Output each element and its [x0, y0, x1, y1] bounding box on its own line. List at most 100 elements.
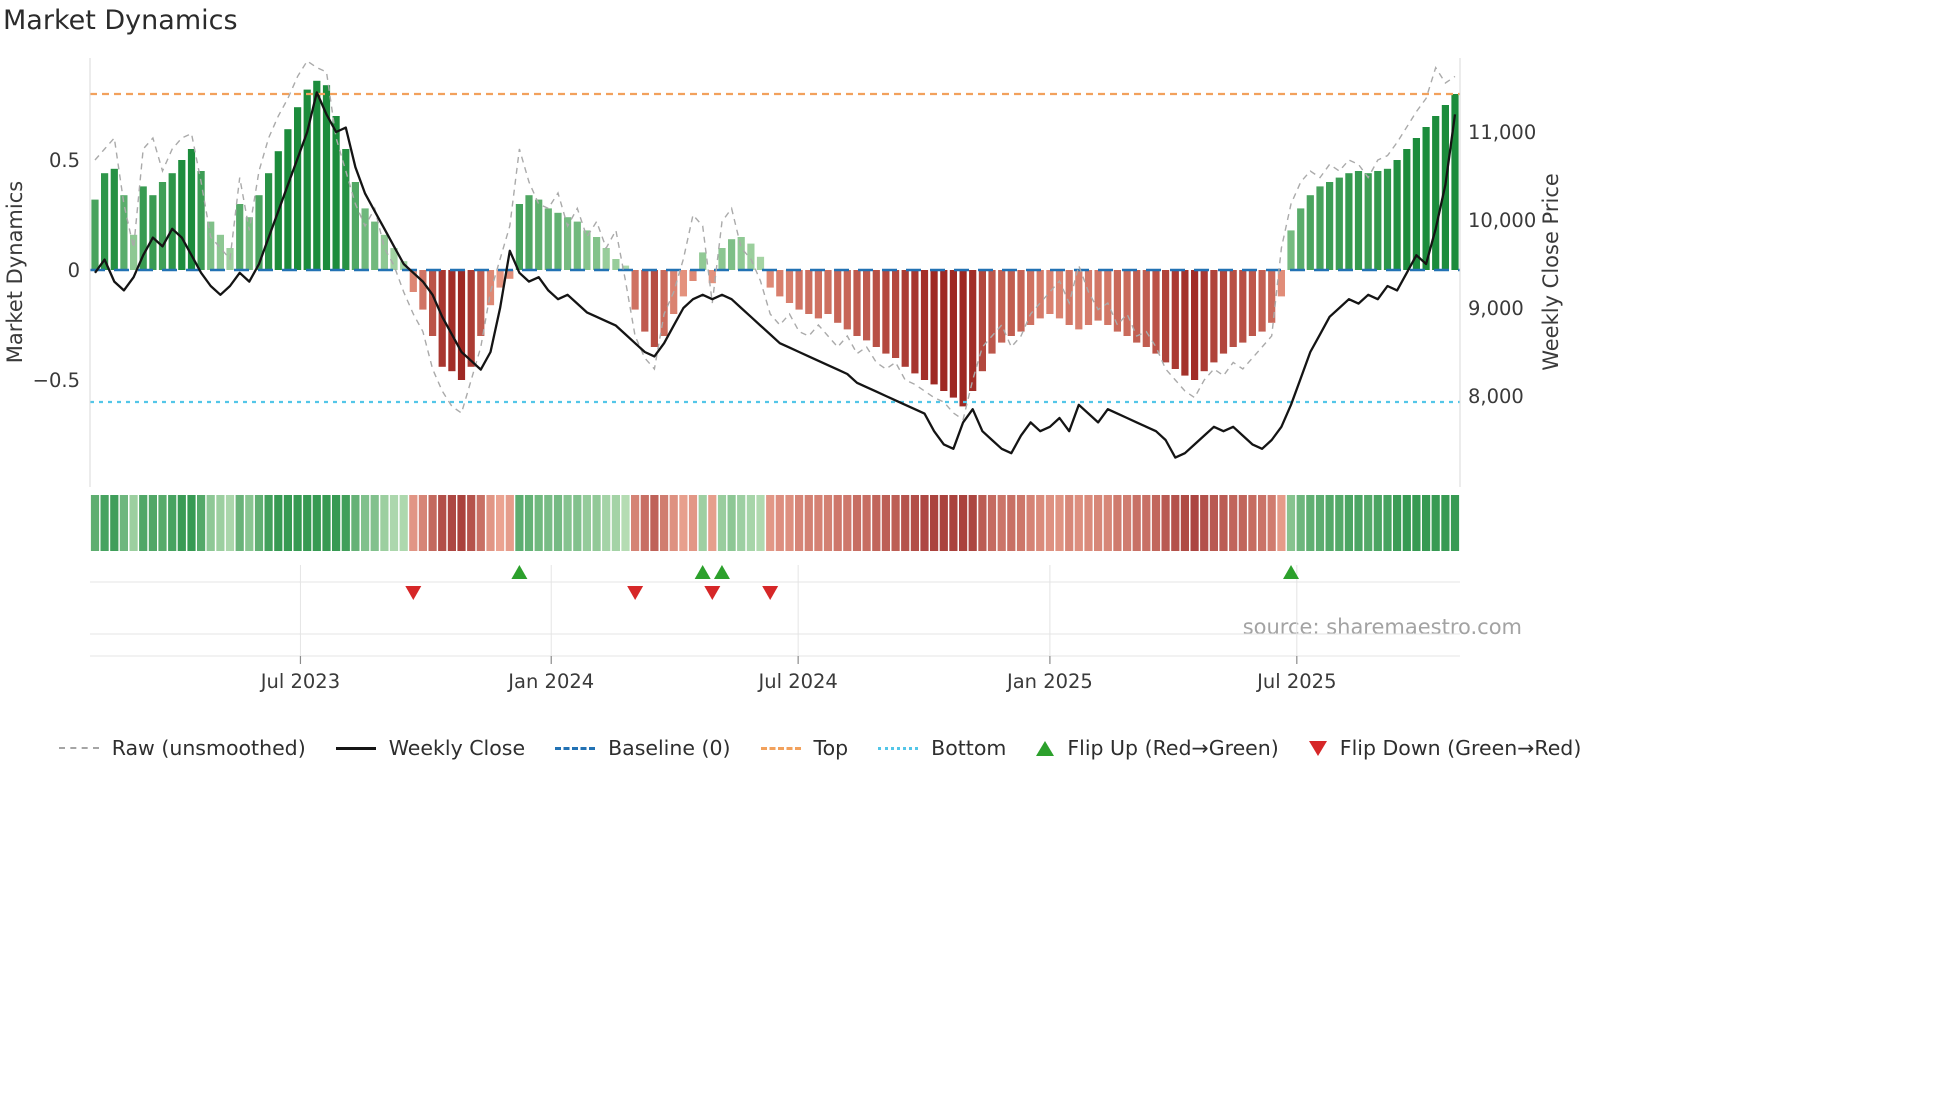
x-tick-label: Jul 2024 [756, 670, 837, 693]
heatmap-cell [1161, 495, 1170, 551]
heatmap-cell [438, 495, 447, 551]
heatmap-cell [660, 495, 669, 551]
oscillator-bar [1268, 270, 1276, 323]
heatmap-cell [1441, 495, 1450, 551]
heatmap-cell [158, 495, 167, 551]
oscillator-bar [313, 80, 321, 270]
heatmap-cell [1142, 495, 1151, 551]
oscillator-bar [322, 85, 331, 270]
oscillator-bar [621, 265, 630, 270]
heatmap-cell [418, 495, 427, 551]
oscillator-bar [1239, 270, 1247, 343]
heatmap-cell [814, 495, 823, 551]
oscillator-bar [245, 217, 253, 270]
x-tick-label: Jul 2025 [1255, 670, 1336, 693]
heatmap-cell [959, 495, 968, 551]
oscillator-bar [737, 237, 745, 270]
oscillator-bar [998, 270, 1006, 343]
legend-label-raw: Raw (unsmoothed) [111, 736, 306, 760]
oscillator-bar [457, 270, 466, 380]
x-tick-label: Jan 2025 [1005, 670, 1093, 693]
heatmap-cell [852, 495, 862, 551]
flip-down-triangle-icon [1308, 740, 1327, 756]
oscillator-bar [284, 129, 292, 270]
heatmap-cell [225, 495, 235, 551]
oscillator-bar [853, 270, 861, 336]
oscillator-bar [1162, 270, 1170, 363]
heatmap-cell [524, 495, 534, 551]
heatmap-cell [891, 495, 900, 551]
oscillator-bar [1412, 138, 1420, 270]
heatmap-cell [978, 495, 987, 551]
oscillator-bar [207, 221, 215, 270]
oscillator-bar [1393, 160, 1401, 270]
oscillator-bar [650, 270, 658, 347]
oscillator-bar [486, 270, 495, 306]
oscillator-bar [795, 270, 803, 310]
right-tick-label: 9,000 [1468, 297, 1524, 320]
heatmap-cell [1335, 495, 1344, 551]
heatmap-cell [1364, 495, 1373, 551]
oscillator-bar [679, 270, 687, 297]
flip-down-marker [704, 586, 721, 600]
oscillator-bar [564, 217, 572, 270]
left-tick-label: 0.5 [49, 149, 80, 172]
heatmap-cell [1450, 495, 1460, 551]
oscillator-bar [1113, 270, 1121, 332]
heatmap-cell [1402, 495, 1411, 551]
heatmap-cell [110, 495, 119, 551]
oscillator-bar [409, 270, 417, 292]
heatmap-cell [312, 495, 321, 551]
oscillator-bar [1422, 127, 1430, 270]
oscillator-bar [1123, 270, 1131, 336]
heatmap-cell [409, 495, 418, 551]
oscillator-bar [515, 204, 523, 270]
oscillator-bar [1084, 270, 1093, 325]
bottom-dotted-line-icon [878, 746, 919, 750]
heatmap-cell [303, 495, 312, 551]
flip-down-marker [762, 586, 779, 600]
oscillator-bar [583, 230, 591, 270]
heatmap-cell [1373, 495, 1382, 551]
heatmap-cell [100, 495, 109, 551]
oscillator-bar [689, 270, 697, 281]
oscillator-bar [1451, 94, 1459, 270]
oscillator-bar [139, 186, 147, 270]
heatmap-cell [1383, 495, 1392, 551]
oscillator-bar [747, 243, 755, 270]
oscillator-bar [1306, 195, 1314, 270]
oscillator-bar [101, 173, 109, 270]
oscillator-bar [390, 248, 398, 270]
heatmap-cell [1277, 495, 1286, 551]
flip-up-marker [713, 565, 730, 579]
heatmap-cell [139, 495, 148, 551]
oscillator-bar [882, 270, 890, 354]
heatmap-cell [717, 495, 727, 551]
heatmap-cell [168, 495, 177, 551]
oscillator-bar [863, 270, 871, 341]
heatmap-cell [872, 495, 881, 551]
flip-down-marker [627, 586, 644, 600]
heatmap-cell [679, 495, 688, 551]
heatmap-cell [785, 495, 794, 551]
oscillator-bar [1181, 270, 1189, 376]
heatmap-cell [756, 495, 765, 551]
oscillator-bar [1374, 171, 1382, 270]
heatmap-cell [1055, 495, 1064, 551]
oscillator-bar [660, 270, 668, 336]
heatmap-cell [901, 495, 910, 551]
heatmap-cell [1123, 495, 1132, 551]
heatmap-cell [496, 495, 505, 551]
heatmap-cell [544, 495, 553, 551]
oscillator-bar [255, 195, 263, 270]
oscillator-bar [1142, 270, 1150, 347]
oscillator-bar [1354, 171, 1363, 270]
heatmap-cell [1219, 495, 1228, 551]
heatmap-cell [361, 495, 370, 551]
heatmap-cell [1431, 495, 1440, 551]
heatmap-cell [968, 495, 977, 551]
heatmap-cell [766, 495, 775, 551]
heatmap-cell [804, 495, 813, 551]
solid-line-icon [335, 746, 376, 750]
legend-item-flip-up: Flip Up (Red→Green) [1036, 736, 1279, 760]
